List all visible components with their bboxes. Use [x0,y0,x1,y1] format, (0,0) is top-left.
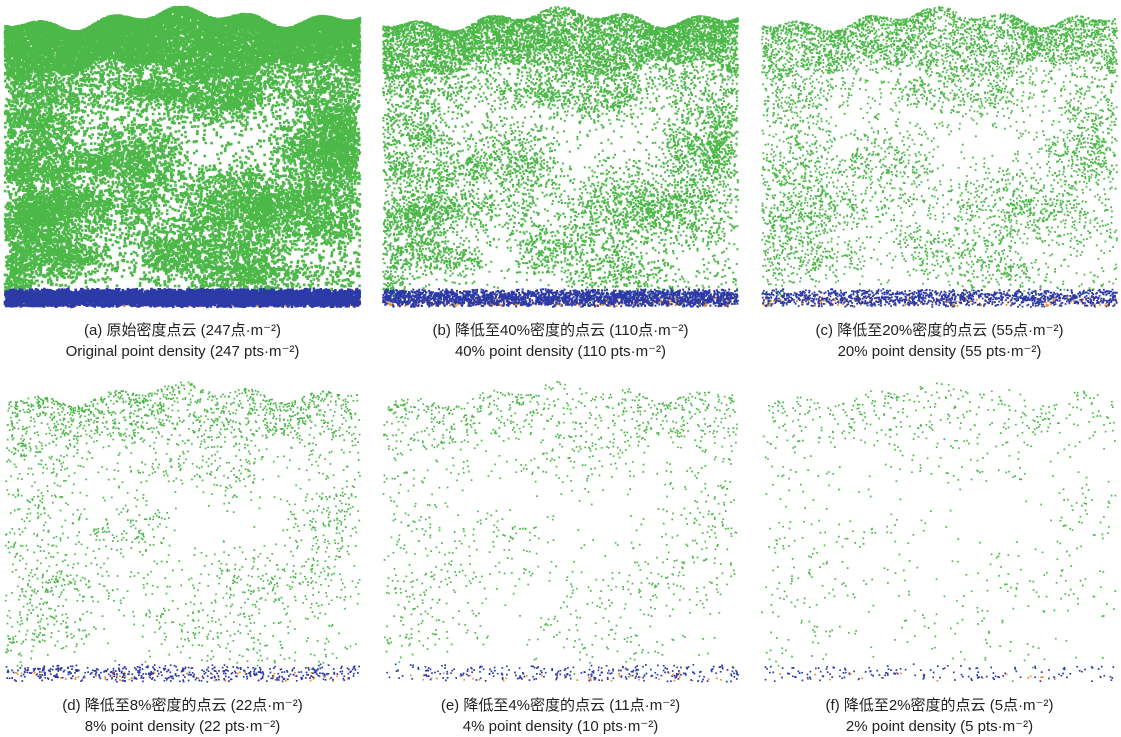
caption-chinese: (b) 降低至40%密度的点云 (110点·m⁻²) [432,322,689,339]
caption-chinese: (c) 降低至20%密度的点云 (55点·m⁻²) [815,322,1064,339]
point-cloud-panel [4,381,361,683]
vegetation-points [761,6,1118,307]
point-cloud-panel [382,6,739,308]
ground-points [761,288,1118,308]
vegetation-points [3,5,362,308]
point-cloud-panel [761,382,1117,683]
ground-points [764,663,1115,683]
ground-points [5,663,360,683]
ground-points-orange [409,672,722,682]
caption-chinese: (e) 降低至4%密度的点云 (11点·m⁻²) [440,697,681,714]
vegetation-points [4,381,361,676]
ground-points [3,287,362,309]
vegetation-points [382,6,739,307]
caption-chinese: (a) 原始密度点云 (247点·m⁻²) [83,322,282,339]
caption-chinese: (f) 降低至2%密度的点云 (5点·m⁻²) [825,697,1054,714]
caption-english: 40% point density (110 pts·m⁻²) [454,343,667,360]
ground-points-orange [779,671,1101,682]
caption-english: Original point density (247 pts·m⁻²) [65,343,300,360]
vegetation-points [382,381,738,681]
caption-english: 2% point density (5 pts·m⁻²) [845,718,1034,735]
point-cloud-panel [761,6,1118,308]
caption-chinese: (d) 降低至8%密度的点云 (22点·m⁻²) [62,697,303,714]
point-cloud-panel [3,5,362,309]
point-cloud-panel [382,381,739,683]
caption-english: 4% point density (10 pts·m⁻²) [462,718,659,735]
ground-points [382,288,739,308]
vegetation-points [761,382,1117,683]
caption-english: 8% point density (22 pts·m⁻²) [84,718,281,735]
caption-english: 20% point density (55 pts·m⁻²) [837,343,1042,360]
ground-points [386,663,739,683]
